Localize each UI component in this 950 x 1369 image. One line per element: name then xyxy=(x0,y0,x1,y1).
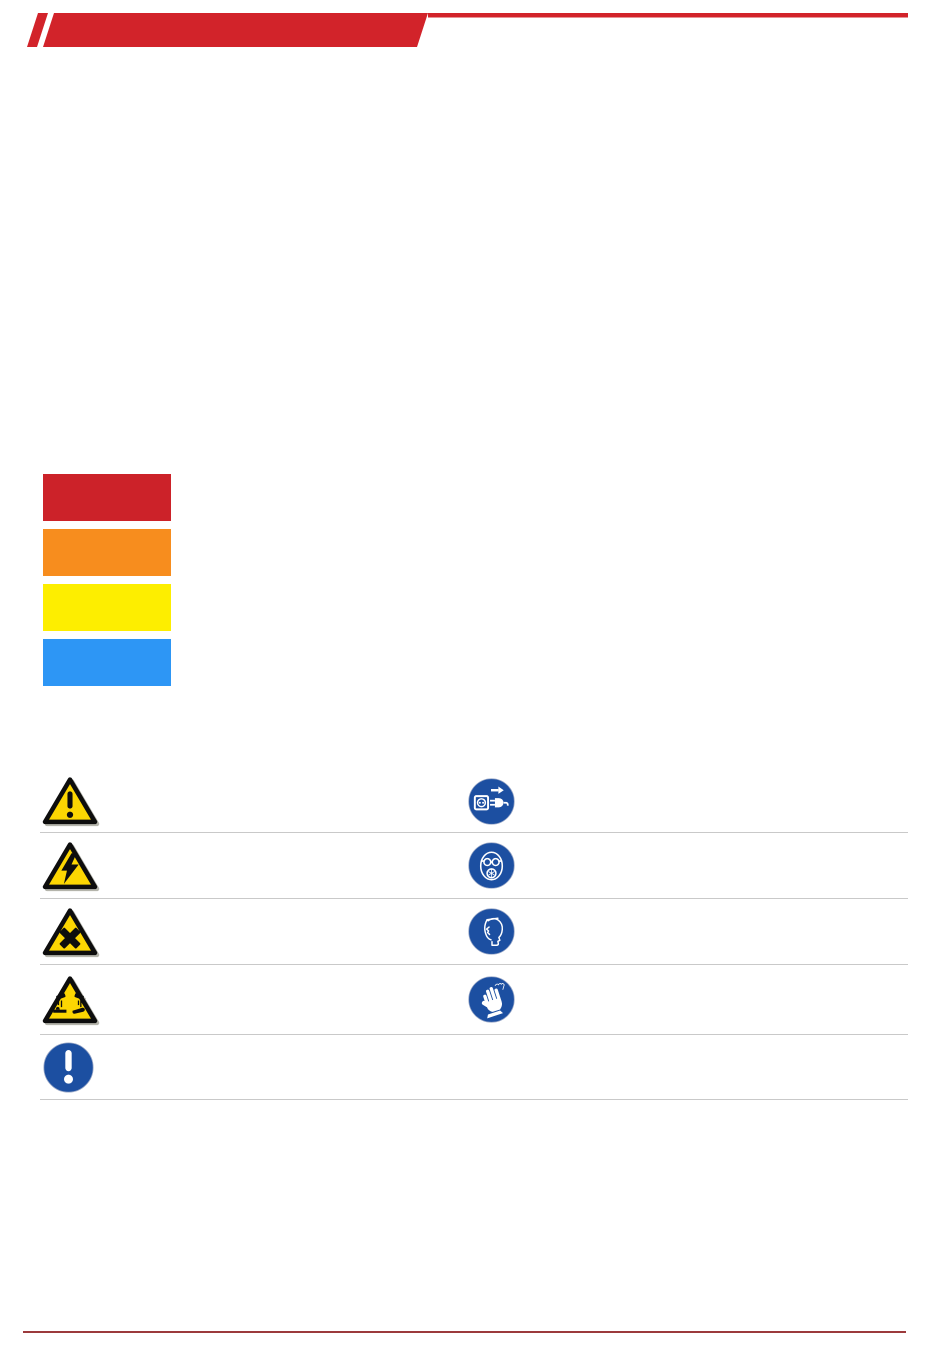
symbol-cell-left xyxy=(40,841,467,891)
safety-symbol-table xyxy=(40,770,908,1100)
symbol-row xyxy=(40,770,908,833)
symbol-cell-right xyxy=(467,975,908,1024)
symbol-cell-left xyxy=(40,907,467,957)
symbol-cell-left xyxy=(40,1041,467,1094)
severity-swatch-notice xyxy=(43,639,171,686)
symbol-cell-left xyxy=(40,975,467,1025)
electrical-voltage-warning-icon xyxy=(42,841,98,889)
harmful-substances-warning-icon xyxy=(42,907,98,955)
corrosive-substances-warning-icon xyxy=(42,975,98,1023)
symbol-cell-left xyxy=(40,776,467,826)
severity-swatch-danger xyxy=(43,474,171,521)
general-warning-icon xyxy=(42,777,98,825)
wear-face-shield-icon xyxy=(468,908,515,955)
wear-respirator-icon xyxy=(468,842,515,889)
severity-color-legend xyxy=(43,474,171,694)
header-banner-graphic xyxy=(27,13,908,47)
header-main-band xyxy=(43,13,428,47)
symbol-row xyxy=(40,833,908,899)
severity-swatch-caution xyxy=(43,584,171,631)
header-thin-rule xyxy=(428,13,908,18)
severity-swatch-warning xyxy=(43,529,171,576)
symbol-cell-right xyxy=(467,907,908,956)
disconnect-mains-plug-icon xyxy=(468,777,515,825)
symbol-cell-right xyxy=(467,777,908,826)
wear-protective-gloves-icon xyxy=(468,976,515,1023)
symbol-row xyxy=(40,1035,908,1100)
symbol-row xyxy=(40,965,908,1035)
header-banner xyxy=(0,0,950,60)
symbol-cell-right xyxy=(467,841,908,890)
symbol-row xyxy=(40,899,908,965)
mandatory-action-icon xyxy=(43,1041,94,1093)
header-small-stripe xyxy=(27,13,48,47)
footer-rule xyxy=(23,1331,906,1333)
